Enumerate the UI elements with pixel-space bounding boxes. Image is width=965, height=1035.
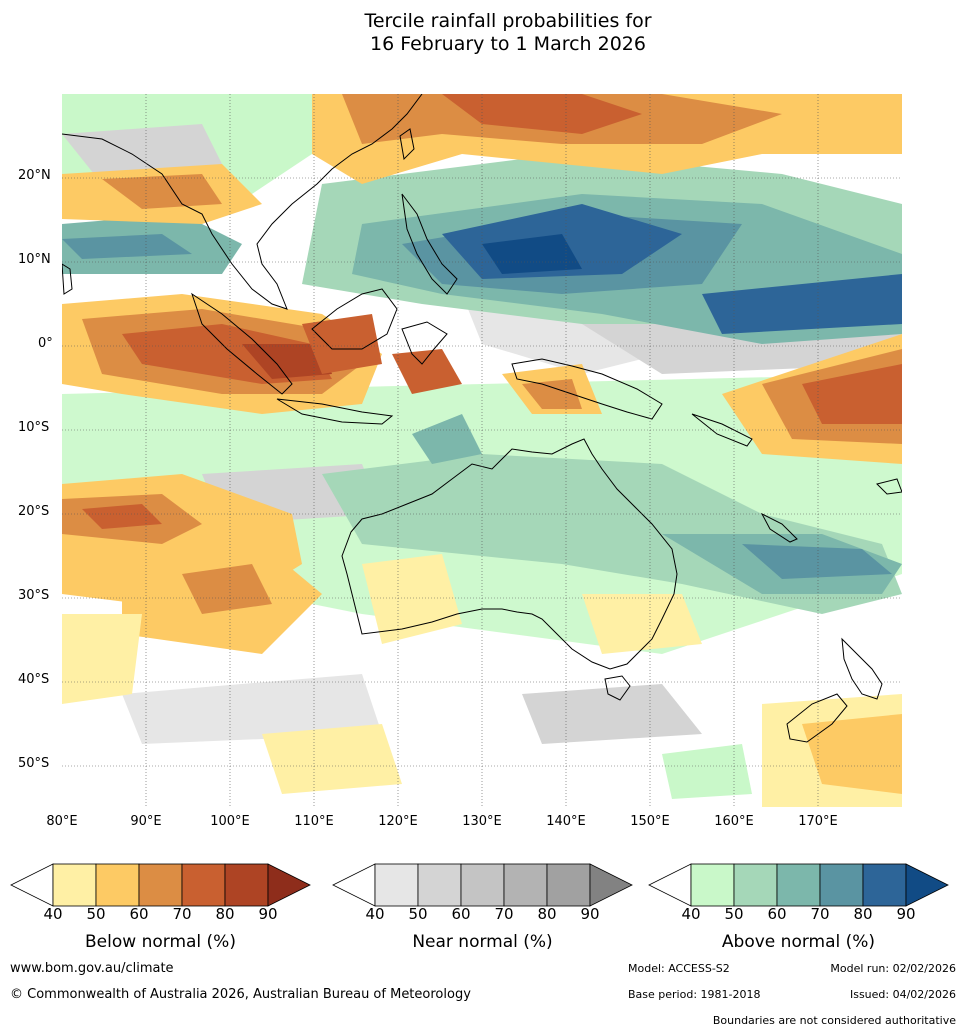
legend-below-tick-2: 60 (129, 905, 149, 923)
lon-label-90e: 90°E (130, 814, 162, 829)
sulawesi-coast (401, 321, 448, 365)
java-coast (276, 398, 394, 425)
legend-below-swatch-0 (52, 863, 97, 907)
lon-label-100e: 100°E (210, 814, 250, 829)
legend-near-colorbar (332, 863, 633, 907)
legend-above-tick-3: 70 (810, 905, 830, 923)
issued-text: Issued: 04/02/2026 (849, 988, 956, 1001)
legend-near-swatch-0 (374, 863, 419, 907)
legend-near-swatch-3 (503, 863, 548, 907)
legend-below-title: Below normal (%) (85, 932, 236, 952)
legend-below-over-arrow (267, 863, 311, 907)
lon-label-140e: 140°E (546, 814, 586, 829)
title-line-2: 16 February to 1 March 2026 (369, 33, 646, 55)
legend-near-tick-4: 80 (537, 905, 557, 923)
lat-label-10n: 10°N (18, 252, 51, 267)
title-line-1: Tercile rainfall probabilities for (364, 10, 652, 32)
legend-near-tick-0: 40 (365, 905, 385, 923)
legend-below-colorbar (10, 863, 311, 907)
legend-near-tick-3: 70 (494, 905, 514, 923)
lon-label-170e: 170°E (798, 814, 838, 829)
legend-near-swatch-4 (546, 863, 591, 907)
legend-above-title: Above normal (%) (721, 932, 876, 952)
lat-label-50s: 50°S (18, 756, 50, 771)
legend-near-title: Near normal (%) (412, 932, 553, 952)
disclaimer-text: Boundaries are not considered authoritat… (712, 1014, 956, 1027)
base-period-text: Base period: 1981-2018 (628, 988, 761, 1001)
probability-map (61, 93, 903, 808)
australia-coast (341, 438, 678, 670)
sri-lanka-coast (62, 263, 73, 295)
lon-label-160e: 160°E (714, 814, 754, 829)
legend-below-under-arrow (10, 863, 54, 907)
lon-label-80e: 80°E (46, 814, 78, 829)
sumatra-coast (191, 292, 293, 395)
taiwan-coast (399, 128, 415, 161)
map-title: Tercile rainfall probabilities for 16 Fe… (0, 10, 965, 56)
probability-fields (62, 94, 902, 807)
new-caledonia-coast (760, 512, 798, 543)
legend-below-tick-1: 50 (86, 905, 106, 923)
legend-above-swatch-4 (862, 863, 907, 907)
graticule (62, 94, 902, 807)
lat-label-30s: 30°S (18, 588, 50, 603)
fiji-coast (876, 478, 902, 495)
lat-label-20s: 20°S (18, 504, 50, 519)
legend-near-tick-5: 90 (580, 905, 600, 923)
website-text: www.bom.gov.au/climate (10, 961, 174, 976)
legend-near-under-arrow (332, 863, 376, 907)
lat-label-10s: 10°S (18, 420, 50, 435)
legend-above-swatch-2 (776, 863, 821, 907)
lon-label-120e: 120°E (378, 814, 418, 829)
tasmania-coast (604, 675, 631, 701)
asia-coast (62, 94, 423, 310)
legend-below-swatch-3 (181, 863, 226, 907)
legend-below-tick-5: 90 (258, 905, 278, 923)
legend-above-swatch-0 (690, 863, 735, 907)
legend-below-tick-0: 40 (43, 905, 63, 923)
legend-above-under-arrow (648, 863, 692, 907)
legend-above-tick-5: 90 (896, 905, 916, 923)
legend-below-tick-3: 70 (172, 905, 192, 923)
new-zealand-south-coast (786, 693, 848, 743)
legend-below-swatch-4 (224, 863, 269, 907)
model-text: Model: ACCESS-S2 (628, 962, 730, 975)
coastlines (62, 94, 902, 743)
lon-label-130e: 130°E (462, 814, 502, 829)
legend-above-colorbar (648, 863, 949, 907)
copyright-text: © Commonwealth of Australia 2026, Austra… (10, 987, 471, 1002)
legend-above-swatch-3 (819, 863, 864, 907)
lat-label-20n: 20°N (18, 168, 51, 183)
map-svg (62, 94, 902, 807)
legend-near-over-arrow (589, 863, 633, 907)
new-zealand-coast (841, 637, 883, 700)
legend-above-over-arrow (905, 863, 949, 907)
legend-near-swatch-1 (417, 863, 462, 907)
legend-above-tick-2: 60 (767, 905, 787, 923)
legend-above-swatch-1 (733, 863, 778, 907)
lat-label-equator: 0° (38, 336, 53, 351)
legend-above-tick-1: 50 (724, 905, 744, 923)
legend-above-tick-0: 40 (681, 905, 701, 923)
model-run-text: Model run: 02/02/2026 (830, 962, 956, 975)
legend-near-tick-2: 60 (451, 905, 471, 923)
legend-near-tick-1: 50 (408, 905, 428, 923)
legend-near-swatch-2 (460, 863, 505, 907)
new-guinea-coast (511, 358, 663, 420)
legend-below-swatch-2 (138, 863, 183, 907)
solomon-islands-coast (691, 413, 753, 447)
lon-label-150e: 150°E (630, 814, 670, 829)
legend-below-swatch-1 (95, 863, 140, 907)
legend-above-tick-4: 80 (853, 905, 873, 923)
legend-below-tick-4: 80 (215, 905, 235, 923)
philippines-coast (401, 193, 458, 295)
lat-label-40s: 40°S (18, 672, 50, 687)
borneo-coast (311, 288, 398, 350)
lon-label-110e: 110°E (294, 814, 334, 829)
